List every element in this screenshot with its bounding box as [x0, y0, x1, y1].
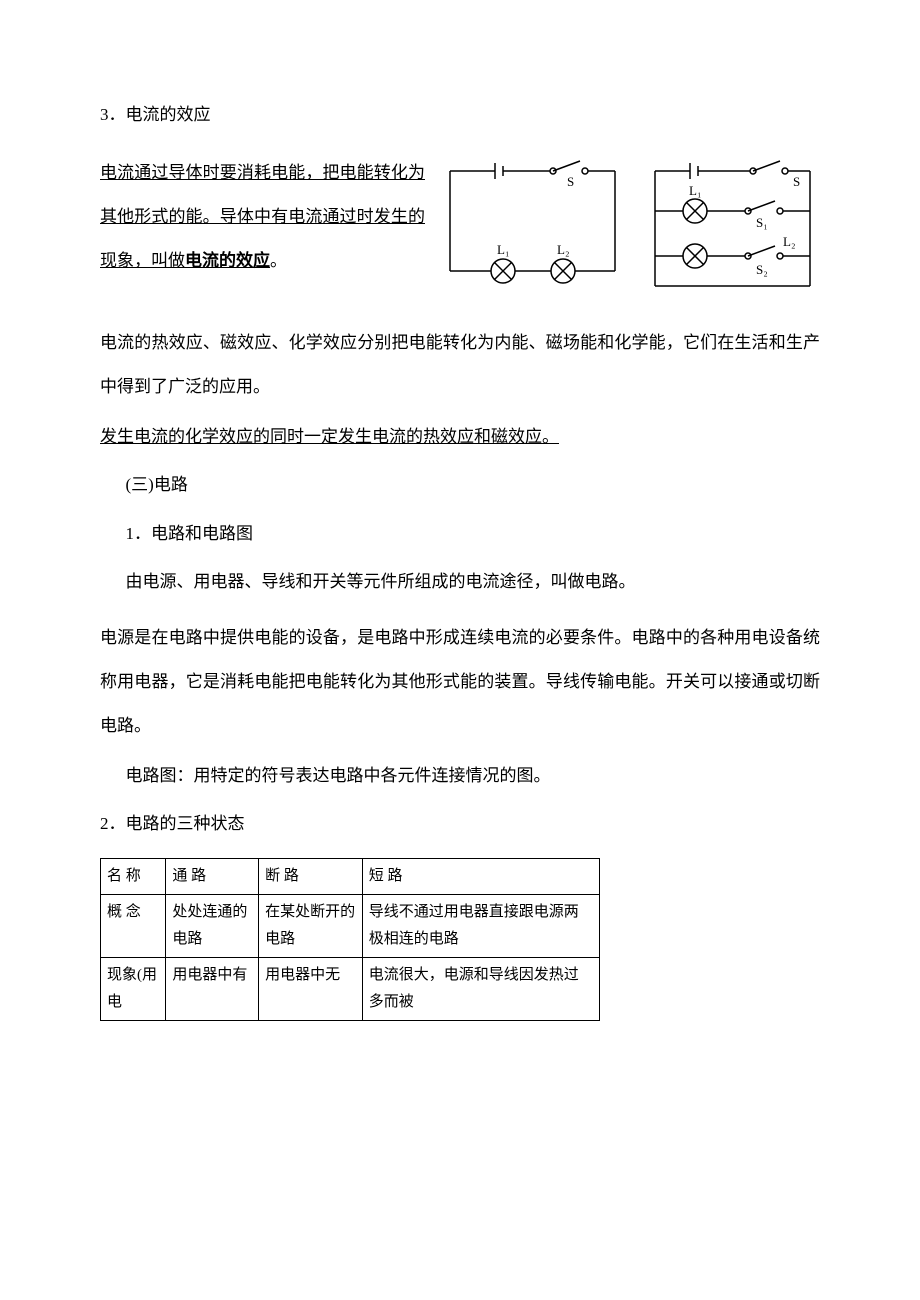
- circuit-svg: S L₂ L₁: [440, 151, 820, 301]
- table-row: 概 念 处处连通的电路 在某处断开的电路 导线不通过用电器直接跟电源两极相连的电…: [101, 894, 600, 957]
- effect-types-text: 电流的热效应、磁效应、化学效应分别把电能转化为内能、磁场能和化学能，它们在生活和…: [100, 333, 820, 396]
- td-r1-name-text: 概 念: [107, 904, 141, 920]
- td-r2-c1: 用电器中有: [166, 957, 259, 1020]
- subsection-1-header: 1．电路和电路图: [100, 519, 820, 550]
- subsection-1-title: 1．电路和电路图: [126, 524, 254, 543]
- section-circuit-title: (三)电路: [126, 475, 188, 494]
- td-r2-c3-text: 电流很大，电源和导线因发热过多而被: [369, 967, 579, 1010]
- td-r1-c3: 导线不通过用电器直接跟电源两极相连的电路: [362, 894, 599, 957]
- th-c2: 断 路: [259, 858, 363, 894]
- td-r1-c2: 在某处断开的电路: [259, 894, 363, 957]
- td-r2-c2-text: 用电器中无: [265, 967, 340, 983]
- section-circuit-header: (三)电路: [100, 470, 820, 501]
- effect-define-c: 。: [270, 251, 287, 270]
- td-r2-c1-text: 用电器中有: [172, 967, 247, 983]
- circuit-diagram-def-text: 电路图：用特定的符号表达电路中各元件连接情况的图。: [126, 766, 551, 785]
- svg-text:L₁: L₁: [689, 183, 701, 198]
- circuit-def-text: 由电源、用电器、导线和开关等元件所组成的电流途径，叫做电路。: [126, 572, 636, 591]
- td-r1-name: 概 念: [101, 894, 166, 957]
- section-3-header: 3．电流的效应: [100, 100, 820, 131]
- td-r2-c2: 用电器中无: [259, 957, 363, 1020]
- effect-define-b: 电流的效应: [185, 251, 270, 270]
- td-r1-c3-text: 导线不通过用电器直接跟电源两极相连的电路: [369, 904, 579, 947]
- td-r1-c1: 处处连通的电路: [166, 894, 259, 957]
- th-c1-text: 通 路: [172, 868, 206, 884]
- paragraph-circuit-diagram-def: 电路图：用特定的符号表达电路中各元件连接情况的图。: [100, 761, 820, 792]
- svg-text:L₂: L₂: [557, 242, 569, 257]
- svg-text:L₁: L₁: [497, 242, 509, 257]
- svg-text:S₁: S₁: [756, 215, 768, 230]
- section-3-title: 3．电流的效应: [100, 105, 211, 124]
- circuit-components-text: 电源是在电路中提供电能的设备，是电路中形成连续电流的必要条件。电路中的各种用电设…: [100, 628, 820, 735]
- td-r1-c1-text: 处处连通的电路: [172, 904, 247, 947]
- table-row: 名 称 通 路 断 路 短 路: [101, 858, 600, 894]
- td-r2-c3: 电流很大，电源和导线因发热过多而被: [362, 957, 599, 1020]
- svg-text:S: S: [567, 174, 574, 189]
- th-c1: 通 路: [166, 858, 259, 894]
- td-r2-name-text: 现象(用电: [107, 967, 157, 1010]
- effect-chemical-text: 发生电流的化学效应的同时一定发生电流的热效应和磁效应。: [100, 427, 559, 446]
- th-c3-text: 短 路: [369, 868, 403, 884]
- svg-text:S: S: [793, 174, 800, 189]
- table-row: 现象(用电 用电器中有 用电器中无 电流很大，电源和导线因发热过多而被: [101, 957, 600, 1020]
- subsection-2-title: 2．电路的三种状态: [100, 814, 245, 833]
- svg-text:S₂: S₂: [756, 262, 768, 277]
- td-r2-name: 现象(用电: [101, 957, 166, 1020]
- th-c2-text: 断 路: [265, 868, 299, 884]
- paragraph-effect-chemical: 发生电流的化学效应的同时一定发生电流的热效应和磁效应。: [100, 422, 820, 453]
- th-name: 名 称: [101, 858, 166, 894]
- paragraph-circuit-components: 电源是在电路中提供电能的设备，是电路中形成连续电流的必要条件。电路中的各种用电设…: [100, 616, 820, 749]
- paragraph-circuit-def: 由电源、用电器、导线和开关等元件所组成的电流途径，叫做电路。: [100, 567, 820, 598]
- circuit-diagram: S L₂ L₁: [440, 151, 820, 312]
- th-name-text: 名 称: [107, 868, 141, 884]
- paragraph-effect-types: 电流的热效应、磁效应、化学效应分别把电能转化为内能、磁场能和化学能，它们在生活和…: [100, 321, 820, 409]
- th-c3: 短 路: [362, 858, 599, 894]
- subsection-2-header: 2．电路的三种状态: [100, 809, 820, 840]
- td-r1-c2-text: 在某处断开的电路: [265, 904, 355, 947]
- circuit-states-table: 名 称 通 路 断 路 短 路 概 念 处处连通的电路 在某处断开的电路 导线不…: [100, 858, 600, 1021]
- svg-text:L₂: L₂: [783, 234, 795, 249]
